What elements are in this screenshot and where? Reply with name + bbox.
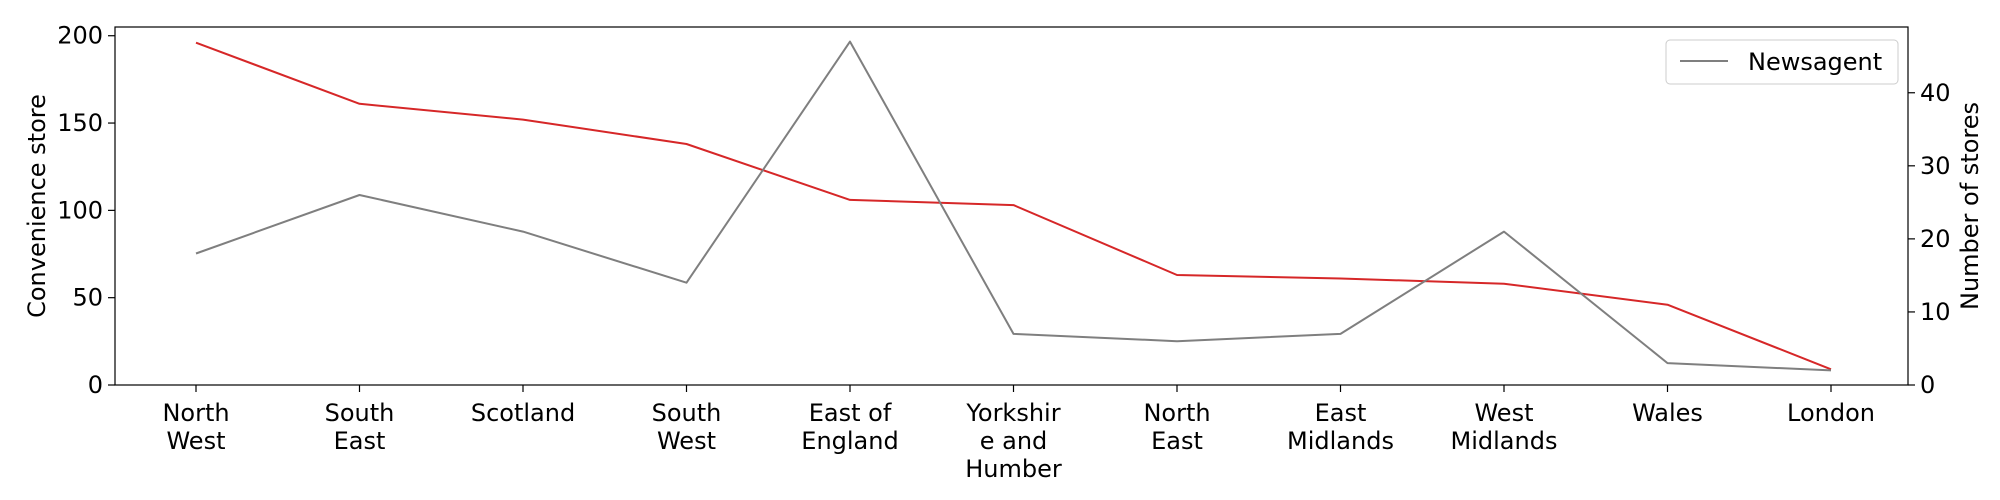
- plot-area: [114, 26, 1909, 386]
- left-y-tick-label: 150: [57, 109, 103, 137]
- series-line-newsagent: [195, 40, 1832, 372]
- left-y-tick-label: 200: [57, 22, 103, 50]
- x-tick-label: London: [1787, 399, 1875, 427]
- x-tick-label: North West: [162, 399, 229, 455]
- x-tick-label: Wales: [1632, 399, 1703, 427]
- right-y-tick-label: 40: [1920, 79, 1951, 107]
- x-tick-label: North East: [1143, 399, 1210, 455]
- right-y-tick-label: 30: [1920, 152, 1951, 180]
- right-y-axis: 0 10 20 30 40: [1908, 79, 1951, 399]
- x-tick-label: East of England: [801, 399, 898, 455]
- right-y-tick-label: 10: [1920, 298, 1951, 326]
- legend-box: [1665, 39, 1899, 85]
- series-layer: [195, 40, 1832, 372]
- right-axis-title: Number of stores: [1956, 102, 1984, 310]
- right-y-tick-label: 0: [1920, 371, 1935, 399]
- x-tick-label: South West: [652, 399, 722, 455]
- left-y-tick-label: 50: [72, 284, 103, 312]
- right-y-tick-label: 20: [1920, 225, 1951, 253]
- left-axis-title: Convenience store: [23, 94, 51, 318]
- x-tick-label: Yorkshir e and Humber: [965, 399, 1062, 483]
- legend-label-newsagent: Newsagent: [1748, 48, 1882, 76]
- legend: Newsagent: [1665, 39, 1899, 85]
- left-y-tick-label: 100: [57, 196, 103, 224]
- x-tick-label: East Midlands: [1287, 399, 1394, 455]
- x-axis: North West South East Scotland South West East …: [162, 385, 1875, 483]
- plot-frame: [114, 26, 1909, 386]
- x-tick-label: West Midlands: [1451, 399, 1558, 455]
- series-line-series-1: [195, 41, 1832, 371]
- x-tick-label: South East: [325, 399, 395, 455]
- x-tick-label: Scotland: [471, 399, 575, 427]
- left-y-axis: 0 50 100 150 200: [57, 22, 115, 399]
- left-y-tick-label: 0: [88, 371, 103, 399]
